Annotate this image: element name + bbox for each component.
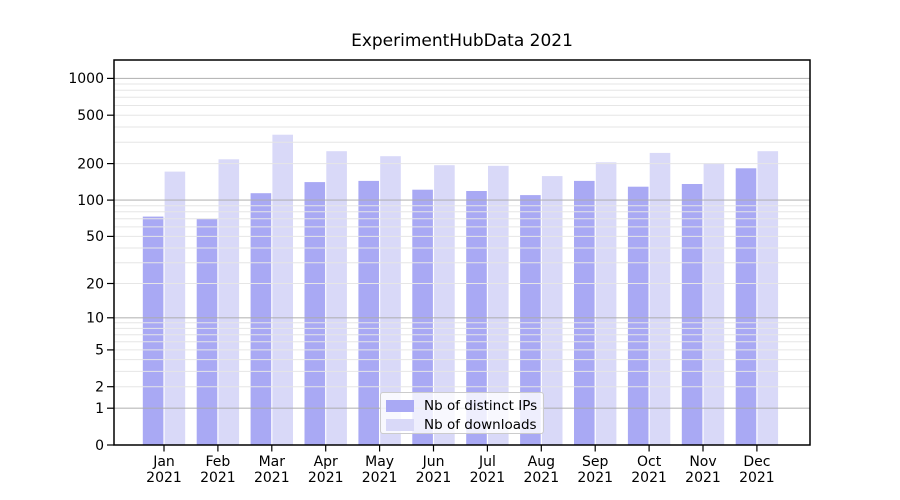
y-tick-label-10: 10: [86, 311, 104, 327]
x-tick-year-mar: 2021: [254, 470, 290, 486]
bar-dec-nb-of-downloads: [757, 151, 779, 445]
bar-mar-nb-of-downloads: [272, 134, 293, 445]
x-tick-year-apr: 2021: [308, 470, 344, 486]
bar-aug-nb-of-distinct-ips: [520, 195, 541, 445]
x-tick-year-may: 2021: [362, 470, 398, 486]
x-tick-label-jun: Jun: [422, 454, 445, 470]
bar-feb-nb-of-downloads: [218, 159, 240, 446]
bar-jan-nb-of-downloads: [164, 171, 186, 445]
bar-apr-nb-of-downloads: [326, 151, 347, 445]
x-tick-label-dec: Dec: [743, 454, 770, 470]
x-tick-year-jan: 2021: [146, 470, 182, 486]
bar-sep-nb-of-downloads: [595, 162, 617, 446]
legend-label-distinct-ips: Nb of distinct IPs: [424, 397, 538, 414]
bar-oct-nb-of-downloads: [649, 152, 671, 445]
x-tick-year-nov: 2021: [685, 470, 721, 486]
bar-feb-nb-of-distinct-ips: [196, 218, 218, 445]
x-tick-label-nov: Nov: [689, 454, 716, 470]
x-tick-year-dec: 2021: [739, 470, 775, 486]
y-tick-label-500: 500: [77, 108, 104, 124]
bar-jan-nb-of-distinct-ips: [142, 216, 164, 445]
x-tick-year-oct: 2021: [631, 470, 667, 486]
x-axis: Jan2021Feb2021Mar2021Apr2021May2021Jun20…: [146, 445, 775, 486]
x-tick-label-oct: Oct: [637, 454, 662, 470]
x-tick-label-jan: Jan: [152, 454, 175, 470]
bar-apr-nb-of-distinct-ips: [304, 182, 326, 445]
y-grid-major: [114, 77, 810, 409]
y-tick-label-50: 50: [86, 229, 104, 245]
x-tick-label-may: May: [365, 454, 394, 470]
bar-nov-nb-of-distinct-ips: [681, 184, 703, 445]
bar-jul-nb-of-downloads: [488, 165, 509, 446]
bar-jun-nb-of-downloads: [434, 165, 455, 445]
x-tick-year-sep: 2021: [577, 470, 613, 486]
bar-sep-nb-of-distinct-ips: [574, 180, 595, 445]
y-tick-label-0: 0: [95, 438, 104, 454]
y-tick-label-100: 100: [77, 193, 104, 209]
bar-oct-nb-of-distinct-ips: [627, 186, 649, 445]
x-tick-year-feb: 2021: [200, 470, 236, 486]
y-tick-label-1000: 1000: [68, 71, 104, 87]
x-tick-year-jul: 2021: [470, 470, 506, 486]
x-tick-year-aug: 2021: [523, 470, 559, 486]
x-tick-label-apr: Apr: [314, 454, 338, 470]
chart-title: ExperimentHubData 2021: [351, 31, 573, 51]
y-tick-label-20: 20: [86, 276, 104, 292]
legend-item-downloads: Nb of downloads: [386, 416, 543, 433]
x-tick-label-mar: Mar: [259, 454, 286, 470]
bar-nov-nb-of-downloads: [703, 163, 725, 445]
legend-item-distinct-ips: Nb of distinct IPs: [386, 397, 543, 414]
bar-aug-nb-of-downloads: [541, 176, 563, 445]
x-tick-year-jun: 2021: [416, 470, 452, 486]
bars-nb-of-downloads: [164, 134, 779, 446]
bar-may-nb-of-downloads: [380, 156, 401, 445]
y-grid-minor: [114, 83, 810, 388]
x-tick-label-aug: Aug: [528, 454, 555, 470]
x-tick-label-sep: Sep: [582, 454, 609, 470]
y-tick-label-5: 5: [95, 343, 104, 359]
bars-nb-of-distinct-ips: [142, 168, 757, 446]
y-tick-label-2: 2: [95, 380, 104, 396]
x-tick-label-feb: Feb: [206, 454, 231, 470]
y-tick-label-1: 1: [95, 401, 104, 417]
legend-label-downloads: Nb of downloads: [424, 416, 537, 433]
y-axis: 0 1 2 5 10 20 50 100 200 500 1000: [68, 71, 114, 454]
bar-mar-nb-of-distinct-ips: [250, 193, 272, 445]
bar-may-nb-of-distinct-ips: [358, 180, 379, 445]
bar-dec-nb-of-distinct-ips: [735, 168, 757, 446]
legend: Nb of distinct IPs Nb of downloads: [380, 392, 544, 434]
legend-swatch-distinct-ips: [386, 399, 414, 412]
legend-swatch-downloads: [386, 418, 414, 431]
plot-border: [113, 59, 811, 446]
y-tick-label-200: 200: [77, 156, 104, 172]
x-tick-label-jul: Jul: [478, 454, 496, 470]
